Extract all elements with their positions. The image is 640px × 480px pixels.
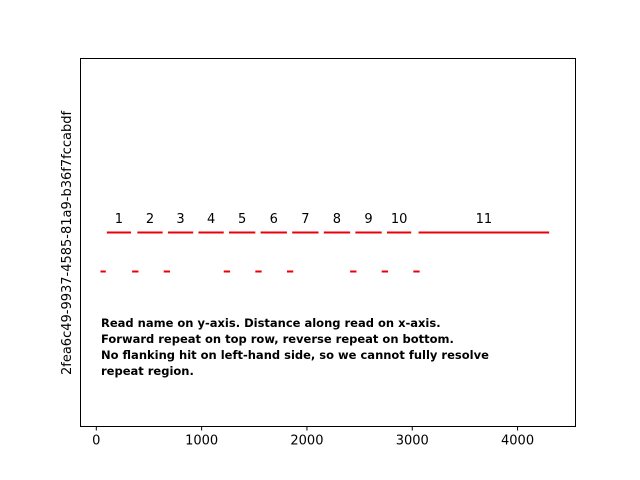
repeat-number-label: 7 [301,212,309,227]
x-tick-label: 0 [92,434,100,449]
x-tick-label: 1000 [185,434,218,449]
x-tick-label: 3000 [396,434,429,449]
repeat-number-label: 1 [115,212,123,227]
y-axis-label: 2fea6c49-9937-4585-81a9-b36f7fccabdf [60,111,75,375]
repeat-number-label: 10 [391,212,408,227]
repeat-number-label: 4 [207,212,215,227]
repeat-number-label: 8 [333,212,341,227]
annotation-line: repeat region. [101,364,194,378]
forward-repeats: 1 2 3 4 5 6 7 8 9 10 11 [106,212,550,234]
repeat-number-label: 6 [270,212,278,227]
annotation-line: No flanking hit on left-hand side, so we… [101,348,489,362]
repeat-number-label: 3 [176,212,184,227]
plot-area [80,58,576,427]
annotation-text: Read name on y-axis. Distance along read… [101,315,521,379]
x-axis: 0 1000 2000 3000 4000 [92,426,534,449]
x-tick-label: 2000 [290,434,323,449]
x-tick-label: 4000 [501,434,534,449]
repeat-number-label: 11 [476,212,493,227]
repeat-number-label: 9 [364,212,372,227]
repeat-number-label: 5 [238,212,246,227]
repeat-number-label: 2 [146,212,154,227]
annotation-line: Read name on y-axis. Distance along read… [101,316,441,330]
annotation-line: Forward repeat on top row, reverse repea… [101,332,454,346]
